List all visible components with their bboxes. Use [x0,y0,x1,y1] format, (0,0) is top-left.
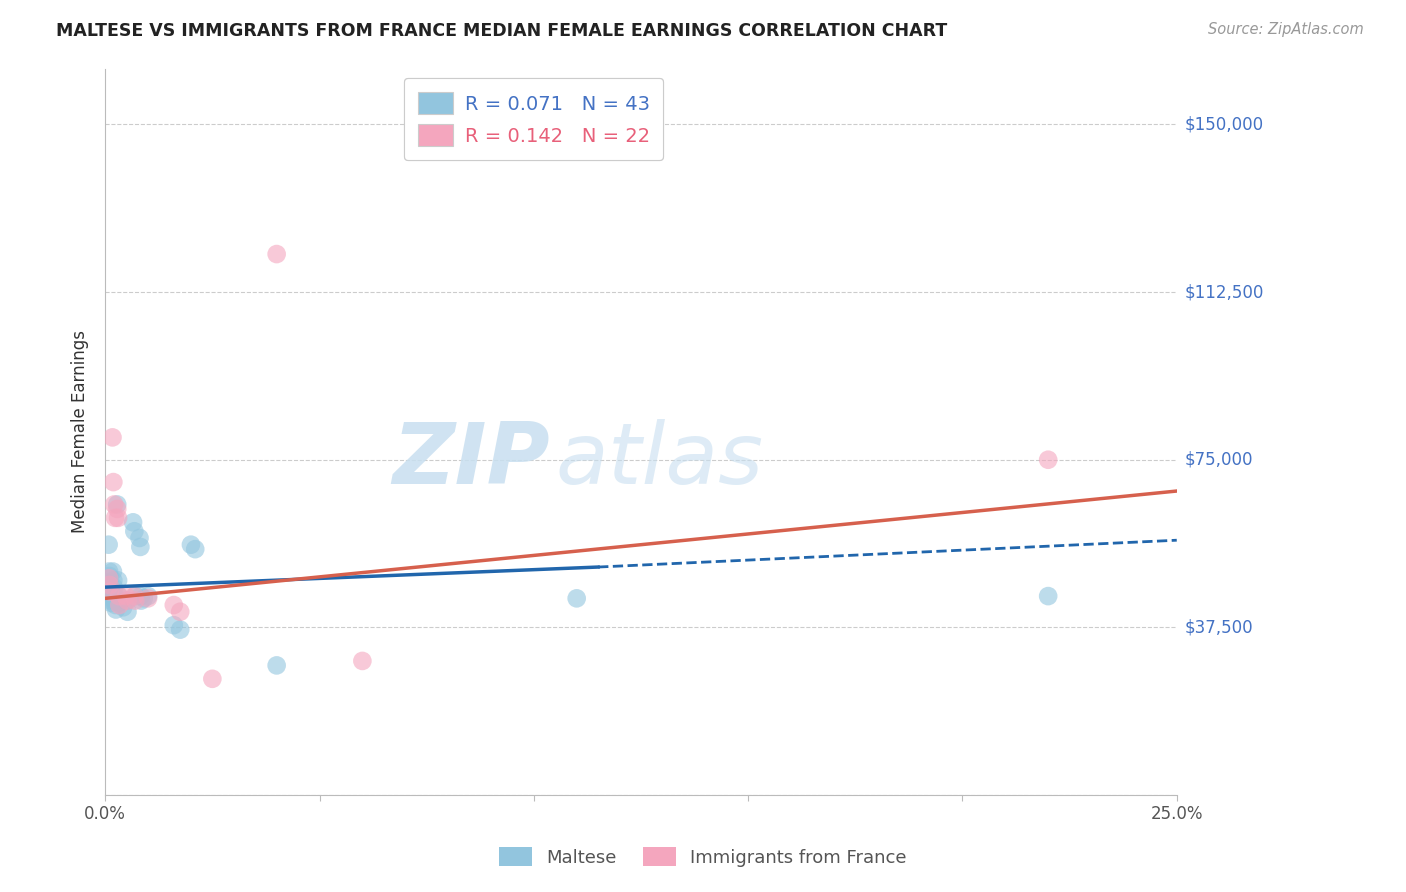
Point [129,593,152,607]
Point [184,542,207,557]
Point [103,584,125,599]
Point [98,580,121,594]
Point [108,596,131,610]
Point [124,589,146,603]
Point [98,587,121,601]
Point [1036,452,1059,467]
Text: Source: ZipAtlas.com: Source: ZipAtlas.com [1208,22,1364,37]
Point [136,589,159,603]
Point [129,589,152,603]
Point [98,582,121,597]
Point [104,598,127,612]
Point [103,475,125,489]
Text: $112,500: $112,500 [1185,283,1264,301]
Point [124,524,146,539]
Text: ZIP: ZIP [392,419,550,502]
Y-axis label: Median Female Earnings: Median Female Earnings [72,330,89,533]
Point [1036,589,1059,603]
Point [98,584,121,599]
Point [105,498,128,512]
Point [128,531,150,545]
Point [201,672,224,686]
Point [352,654,374,668]
Point [114,589,136,603]
Point [108,589,131,603]
Point [180,538,202,552]
Point [97,538,120,552]
Point [100,593,122,607]
Point [103,574,125,588]
Point [101,565,124,579]
Point [98,569,121,583]
Point [124,593,146,607]
Point [112,600,135,615]
Point [104,602,127,616]
Legend: R = 0.071   N = 43, R = 0.142   N = 22: R = 0.071 N = 43, R = 0.142 N = 22 [405,78,664,160]
Point [98,584,121,599]
Point [98,565,121,579]
Point [169,605,191,619]
Point [100,591,122,606]
Point [107,511,129,525]
Point [117,593,139,607]
Point [124,589,146,603]
Point [136,591,159,606]
Point [104,511,127,525]
Text: $75,000: $75,000 [1185,450,1254,468]
Point [101,430,124,444]
Point [98,578,121,592]
Text: atlas: atlas [555,419,763,502]
Legend: Maltese, Immigrants from France: Maltese, Immigrants from France [492,840,914,874]
Point [98,589,121,603]
Point [100,596,122,610]
Point [104,593,127,607]
Point [105,502,128,516]
Point [98,571,121,585]
Text: MALTESE VS IMMIGRANTS FROM FRANCE MEDIAN FEMALE EARNINGS CORRELATION CHART: MALTESE VS IMMIGRANTS FROM FRANCE MEDIAN… [56,22,948,40]
Text: $37,500: $37,500 [1185,618,1254,636]
Point [129,540,152,554]
Point [169,623,191,637]
Point [108,598,131,612]
Point [266,247,288,261]
Point [103,498,125,512]
Point [266,658,288,673]
Point [108,589,131,603]
Point [163,618,186,632]
Point [103,580,125,594]
Text: $150,000: $150,000 [1185,115,1264,134]
Point [117,605,139,619]
Point [565,591,588,606]
Point [163,598,186,612]
Point [132,591,155,606]
Point [98,575,121,590]
Point [115,593,138,607]
Point [104,589,127,603]
Point [122,516,145,530]
Point [107,574,129,588]
